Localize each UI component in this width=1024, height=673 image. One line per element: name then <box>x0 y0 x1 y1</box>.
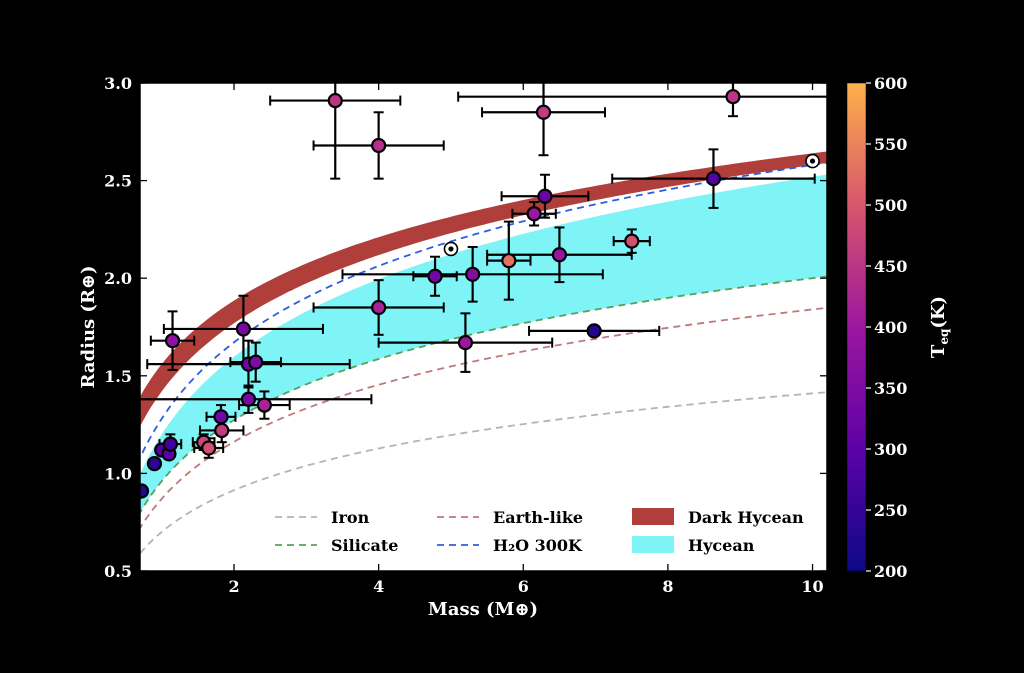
composition-regions <box>140 151 827 513</box>
plot-frame <box>139 82 828 572</box>
legend-swatch-hycean <box>632 536 674 553</box>
planet-point-28 <box>624 233 640 249</box>
planet-point-18 <box>427 268 443 284</box>
planet-point-17 <box>371 299 387 316</box>
colorbar-label: Teq(K) <box>928 296 951 358</box>
planet-point-20 <box>457 335 474 351</box>
colorbar-label-unit: (K) <box>928 296 949 329</box>
y-tick-label: 1.0 <box>104 464 132 483</box>
planet-point-0 <box>140 483 150 499</box>
iron-curve <box>140 391 827 555</box>
y-tick-label: 1.5 <box>104 367 132 386</box>
legend: Iron Earth-like Dark Hycean Silicate H₂O 300… <box>275 508 804 555</box>
legend-label-iron: Iron <box>331 508 370 527</box>
planet-point-29 <box>705 171 722 187</box>
colorbar-label-main: T <box>928 344 949 358</box>
x-tick-label: 6 <box>518 577 529 596</box>
planet-point-22 <box>501 253 517 269</box>
composition-curves <box>140 161 827 555</box>
planet-point-21 <box>465 266 481 282</box>
planet-point-24 <box>535 104 552 120</box>
colorbar-tick-label: 250 <box>874 501 907 520</box>
colorbar-tick-label: 450 <box>874 257 907 276</box>
legend-label-h2o: H₂O 300K <box>493 536 583 555</box>
planet-point-27 <box>586 323 602 339</box>
y-tick-label: 2.0 <box>104 269 132 288</box>
planet-point-8 <box>213 409 229 425</box>
planet-point-16 <box>371 137 387 154</box>
colorbar-tick-label: 600 <box>874 74 907 93</box>
solar-system-marker-dot <box>448 246 454 252</box>
legend-label-earth: Earth-like <box>493 508 583 527</box>
planet-point-4 <box>162 436 178 452</box>
planet-point-26 <box>551 247 568 263</box>
planet-points <box>140 83 827 499</box>
colorbar-tick-label: 400 <box>874 318 907 337</box>
y-tick-label: 3.0 <box>104 74 132 93</box>
planet-point-5 <box>164 333 181 349</box>
planet-point-13 <box>248 354 264 370</box>
legend-label-silicate: Silicate <box>331 536 398 555</box>
planet-point-25 <box>537 188 553 204</box>
legend-label-hycean: Hycean <box>688 536 755 555</box>
x-axis-label: Mass (M⊕) <box>428 599 538 620</box>
y-tick-label: 0.5 <box>104 562 132 581</box>
colorbar <box>846 82 867 572</box>
colorbar-tick-label: 550 <box>874 135 907 154</box>
colorbar-tick-label: 300 <box>874 440 907 459</box>
planet-point-9 <box>214 422 230 439</box>
x-tick-label: 4 <box>373 577 384 596</box>
y-axis-ticks: 0.5 1.0 1.5 2.0 2.5 3.0 <box>104 74 827 581</box>
planet-point-1 <box>146 456 163 472</box>
colorbar-tick-label: 200 <box>874 562 907 581</box>
colorbar-tick-label: 350 <box>874 379 907 398</box>
legend-swatch-dark <box>632 508 674 525</box>
planet-point-30 <box>725 89 741 105</box>
hycean-region <box>140 174 827 513</box>
x-tick-label: 10 <box>801 577 823 596</box>
planet-point-10 <box>235 321 252 337</box>
colorbar-ticks: 200 250 300 350 400 450 500 550 600 <box>866 74 907 581</box>
colorbar-label-sub: eq <box>937 328 951 345</box>
dark-hycean-region <box>140 151 827 427</box>
x-tick-label: 2 <box>228 577 239 596</box>
planet-point-7 <box>201 440 217 456</box>
solar-system-marker-dot <box>809 158 816 164</box>
x-tick-label: 8 <box>662 577 673 596</box>
planet-point-15 <box>327 92 343 109</box>
y-axis-label: Radius (R⊕) <box>78 265 99 388</box>
earth-like-curve <box>140 306 827 530</box>
colorbar-tick-label: 500 <box>874 196 907 215</box>
planet-point-14 <box>256 397 272 413</box>
planet-point-12 <box>240 391 257 407</box>
y-tick-label: 2.5 <box>104 172 132 191</box>
silicate-curve <box>140 275 827 515</box>
x-axis-ticks: 2 4 6 8 10 <box>228 83 824 596</box>
planet-point-23 <box>526 206 542 222</box>
legend-label-dark: Dark Hycean <box>688 508 804 527</box>
